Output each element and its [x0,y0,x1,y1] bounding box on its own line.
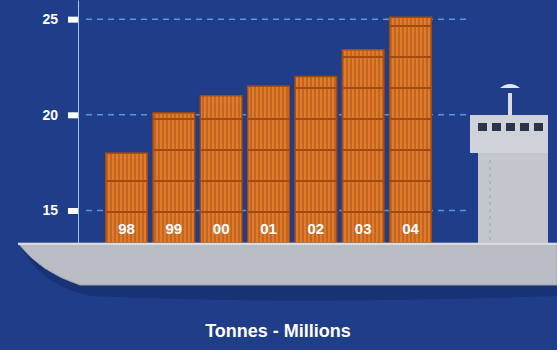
category-label: 04 [402,220,419,237]
bar [200,96,242,243]
tick-mark [68,208,78,214]
title: Tonnes - Millions [205,321,351,341]
container-seam [295,118,337,120]
bar [342,50,384,243]
window [506,123,515,131]
tick-label: 20 [42,107,58,123]
container-seam [390,149,432,151]
bars [106,17,432,243]
container-seam [390,180,432,182]
category-label: 02 [307,220,324,237]
container-seam [342,211,384,213]
container-seam [200,118,242,120]
bar [153,113,195,243]
container-seam [390,25,432,27]
container-seam [342,56,384,58]
container-seam [295,180,337,182]
container-seam [342,118,384,120]
window [478,123,487,131]
container-seam [153,211,195,213]
category-label: 00 [213,220,230,237]
container-seam [390,87,432,89]
category-label: 99 [165,220,182,237]
category-label: 98 [118,220,135,237]
container-seam [248,211,290,213]
y-axis: 15 20 25 [42,1,78,244]
ladder [490,160,491,243]
background [0,0,557,350]
container-seam [295,149,337,151]
container-seam [248,118,290,120]
tick-mark [68,112,78,118]
container-seam [248,180,290,182]
bar [248,86,290,243]
container-seam [342,87,384,89]
container-seam [153,149,195,151]
window [534,123,543,131]
window [520,123,529,131]
tick: 15 [42,202,78,218]
category-labels: 98 99 00 01 02 03 04 [118,220,419,237]
container-seam [106,211,148,213]
deckhouse [478,150,548,243]
tick-mark [68,17,78,23]
hull [18,243,557,285]
container-seam [342,149,384,151]
tick-label: 15 [42,202,58,218]
radar [500,84,520,88]
container-seam [295,87,337,89]
tick-label: 25 [42,11,58,27]
tick: 25 [42,11,78,27]
mast [508,93,512,115]
container-seam [390,56,432,58]
category-label: 03 [355,220,372,237]
superstructure [470,84,548,243]
window [492,123,501,131]
container-seam [295,211,337,213]
container-seam [248,149,290,151]
container-seam [153,180,195,182]
tick: 20 [42,107,78,123]
bar [390,17,432,243]
axis-line [78,1,79,244]
container-seam [390,211,432,213]
bar [295,77,337,243]
container-seam [200,149,242,151]
chart: 15 20 25 98 99 00 01 02 03 04 Tonnes - Millions [0,0,557,350]
bridge [470,115,548,153]
container-seam [200,180,242,182]
container-seam [390,118,432,120]
container-seam [200,211,242,213]
bar [106,153,148,243]
container-seam [106,180,148,182]
container-seam [153,118,195,120]
category-label: 01 [260,220,277,237]
container-seam [342,180,384,182]
deck [18,243,557,245]
